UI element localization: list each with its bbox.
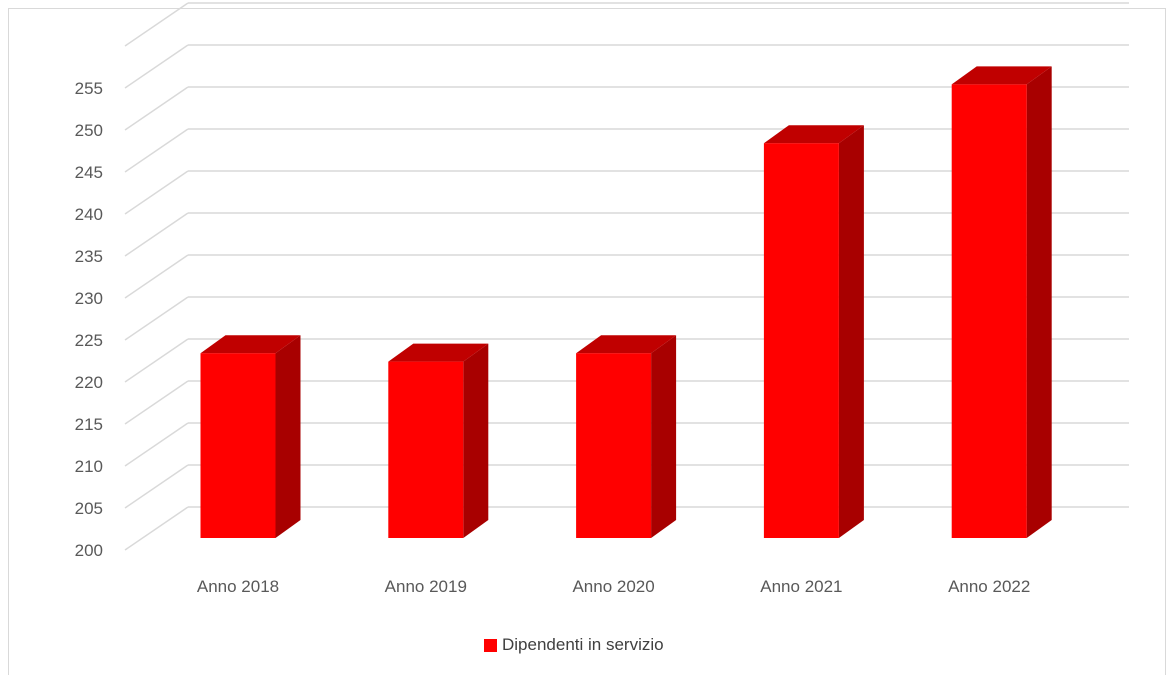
bar-side: [838, 125, 864, 538]
bar: [388, 361, 464, 538]
x-tick-label: Anno 2021: [760, 577, 842, 596]
bar-side: [651, 335, 677, 538]
y-tick-label: 255: [75, 79, 103, 98]
gridline-diagonal: [124, 464, 189, 509]
bar-side: [275, 335, 301, 538]
y-tick-label: 245: [75, 163, 103, 182]
y-tick-label: 240: [75, 205, 103, 224]
bar-top: [951, 66, 1052, 85]
y-tick-label: 225: [75, 331, 103, 350]
bar: [763, 143, 839, 538]
gridline-diagonal: [124, 170, 189, 215]
gridline-diagonal: [124, 128, 189, 173]
y-tick-label: 205: [75, 499, 103, 518]
bar-top: [200, 335, 301, 354]
x-tick-label: Anno 2018: [197, 577, 279, 596]
gridline-diagonal: [124, 86, 189, 131]
gridline-diagonal: [124, 296, 189, 341]
bar-top: [388, 343, 489, 362]
y-tick-label: 200: [75, 541, 103, 560]
gridline-diagonal: [124, 506, 189, 551]
x-tick-label: Anno 2022: [948, 577, 1030, 596]
y-tick-label: 230: [75, 289, 103, 308]
gridline-diagonal: [124, 2, 189, 47]
x-tick-label: Anno 2020: [572, 577, 654, 596]
gridline-diagonal: [124, 212, 189, 257]
x-tick-label: Anno 2019: [385, 577, 467, 596]
bar: [576, 353, 652, 538]
bar: [200, 353, 276, 538]
legend-label: Dipendenti in servizio: [502, 635, 664, 654]
gridline-diagonal: [124, 44, 189, 89]
y-tick-label: 235: [75, 247, 103, 266]
bar-side: [463, 343, 489, 538]
y-tick-label: 215: [75, 415, 103, 434]
bar-top: [763, 125, 864, 144]
gridline-diagonal: [124, 380, 189, 425]
legend: Dipendenti in servizio: [484, 634, 664, 656]
y-tick-label: 210: [75, 457, 103, 476]
y-tick-label: 250: [75, 121, 103, 140]
bar: [951, 84, 1027, 539]
bar-side: [1026, 66, 1052, 539]
gridline-diagonal: [124, 338, 189, 383]
y-tick-label: 220: [75, 373, 103, 392]
gridline-diagonal: [124, 422, 189, 467]
legend-swatch: [484, 638, 497, 652]
gridline-diagonal: [124, 254, 189, 299]
bar-top: [576, 335, 677, 354]
